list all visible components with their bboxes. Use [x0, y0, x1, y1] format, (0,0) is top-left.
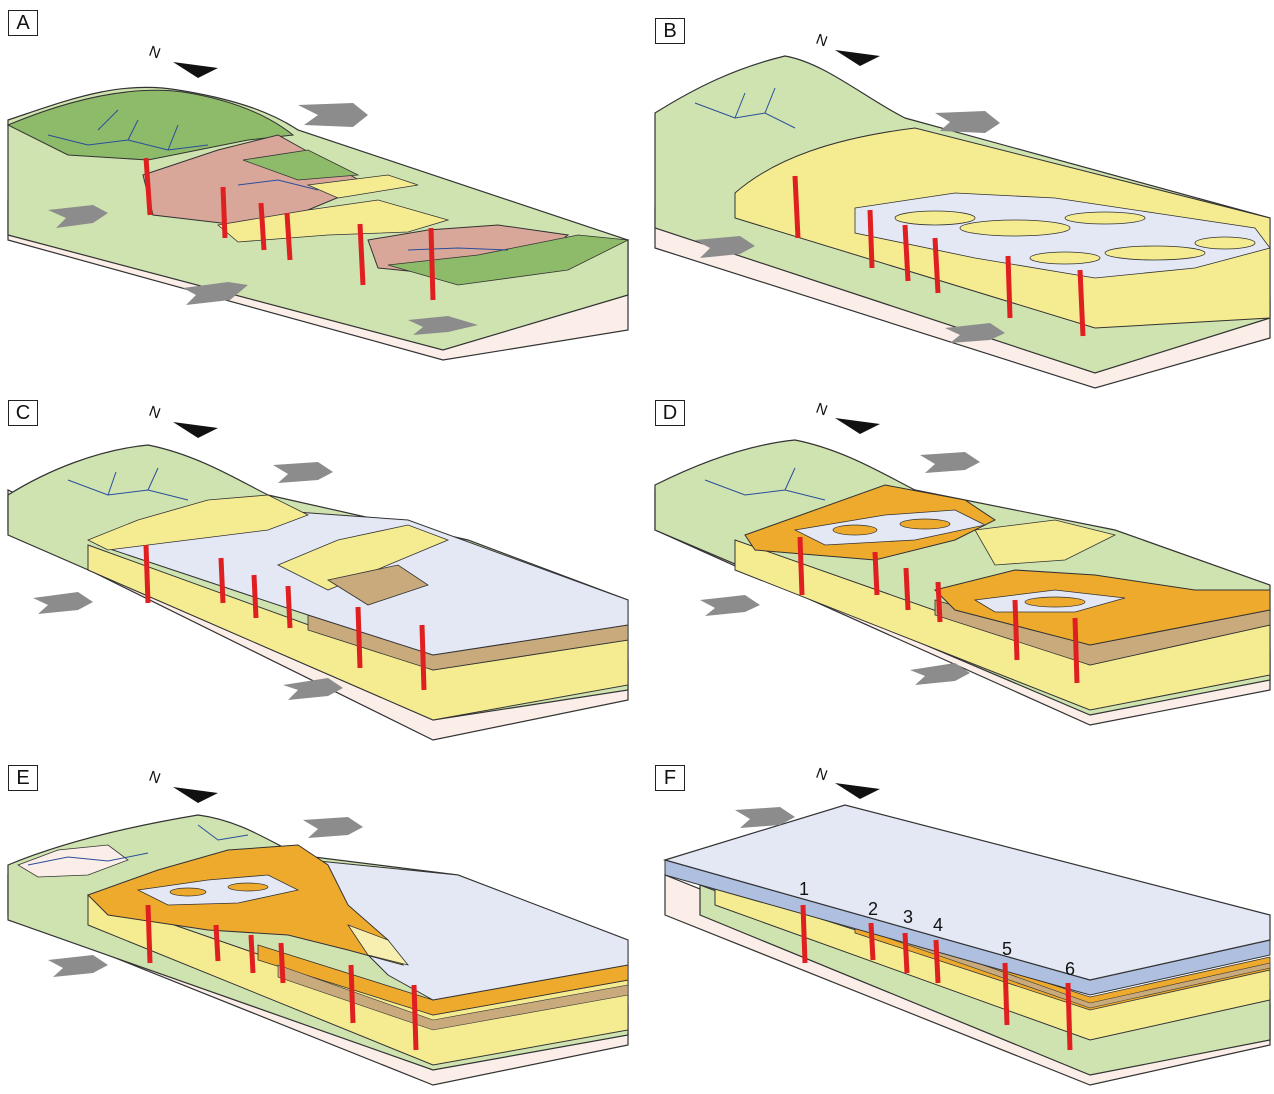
fault-e-3 — [248, 934, 256, 974]
fault-d-2 — [872, 551, 880, 596]
fault-d-3 — [903, 567, 911, 611]
extension-arrow-d-2 — [700, 595, 760, 616]
well-label: 1 — [799, 879, 809, 899]
well-4 — [933, 939, 941, 984]
fault-d-1 — [797, 536, 805, 596]
extension-arrow-a-3 — [183, 282, 248, 305]
fault-c-4 — [285, 585, 293, 629]
fault-b-2 — [867, 209, 875, 269]
extension-arrow-a-1 — [298, 103, 368, 127]
panel-label: C — [8, 400, 38, 426]
panel-label: F — [655, 765, 685, 791]
svg-text:N: N — [147, 403, 163, 423]
svg-text:N: N — [814, 400, 830, 420]
fault-e-2 — [213, 924, 221, 962]
fault-b-1 — [792, 175, 801, 239]
extension-arrow-a-2 — [48, 205, 108, 228]
extension-arrow-c-2 — [33, 592, 93, 614]
fault-b-6 — [1077, 269, 1086, 337]
fault-e-1 — [145, 904, 153, 964]
extension-arrow-d-1 — [920, 452, 980, 473]
extension-arrow-b-2 — [695, 236, 755, 258]
fault-c-2 — [218, 557, 226, 604]
north-arrow-icon: N — [147, 43, 218, 78]
block-diagram-f: 1 2 3 4 5 6 N — [662, 765, 1271, 1086]
north-arrow-icon: N — [814, 765, 880, 799]
well-label: 6 — [1065, 959, 1075, 979]
panel-e: N E — [7, 765, 633, 1090]
block-diagram-b: N — [654, 31, 1271, 389]
fault-c-3 — [251, 574, 259, 619]
panel-c: N C — [7, 400, 633, 745]
extension-arrow-c-1 — [273, 462, 333, 483]
fault-c-1 — [143, 544, 151, 604]
fault-c-5 — [355, 606, 363, 669]
well-label: 3 — [903, 907, 913, 927]
panel-a: N A — [6, 10, 633, 365]
panel-label: E — [8, 765, 38, 791]
block-diagram-c: N — [7, 403, 629, 741]
extension-arrow-a-4 — [408, 316, 478, 335]
extension-arrow-f-1 — [735, 807, 795, 828]
well-1 — [800, 904, 808, 964]
extension-arrow-b-1 — [935, 111, 1000, 133]
well-6 — [1065, 982, 1073, 1051]
svg-text:N: N — [814, 31, 830, 51]
fault-e-4 — [278, 942, 286, 984]
well-2 — [868, 922, 876, 961]
fault-b-3 — [902, 224, 911, 282]
panel-label: B — [655, 18, 685, 44]
fault-b-4 — [932, 237, 941, 294]
fault-a-4 — [284, 212, 293, 261]
fault-b-5 — [1005, 255, 1013, 319]
north-arrow-icon: N — [147, 768, 218, 803]
fault-e-6 — [411, 984, 419, 1051]
north-arrow-icon: N — [814, 400, 880, 434]
svg-text:N: N — [147, 768, 163, 788]
fault-e-5 — [348, 964, 356, 1024]
panel-b: N B — [654, 18, 1274, 389]
fault-d-4 — [935, 581, 943, 623]
panel-f: 1 2 3 4 5 6 N F — [655, 765, 1274, 1090]
extension-arrow-d-3 — [910, 663, 970, 685]
svg-text:N: N — [814, 765, 830, 785]
fault-a-1 — [143, 157, 153, 216]
extension-arrow-c-3 — [283, 678, 343, 700]
north-arrow-icon: N — [147, 403, 218, 438]
fault-a-6 — [428, 227, 436, 301]
well-label: 4 — [933, 915, 943, 935]
well-label: 2 — [868, 899, 878, 919]
fault-a-2 — [220, 186, 228, 239]
fault-a-3 — [258, 202, 267, 251]
block-diagram-d: N — [654, 400, 1271, 726]
extension-arrow-e-2 — [48, 955, 108, 977]
fault-d-6 — [1072, 617, 1080, 684]
extension-arrow-e-1 — [303, 817, 363, 838]
block-diagram-a: N — [6, 43, 630, 361]
well-5 — [1002, 962, 1010, 1026]
fault-d-5 — [1012, 599, 1020, 661]
panel-label: D — [655, 400, 685, 426]
north-arrow-icon: N — [814, 31, 880, 66]
well-label: 5 — [1002, 939, 1012, 959]
well-3 — [902, 932, 910, 974]
panel-label: A — [8, 10, 38, 36]
fault-a-5 — [357, 223, 366, 286]
block-diagram-e: N — [7, 768, 629, 1086]
svg-text:N: N — [147, 43, 163, 63]
extension-arrow-b-3 — [945, 323, 1005, 343]
fault-c-6 — [419, 624, 427, 691]
panel-d: N D — [654, 400, 1274, 745]
